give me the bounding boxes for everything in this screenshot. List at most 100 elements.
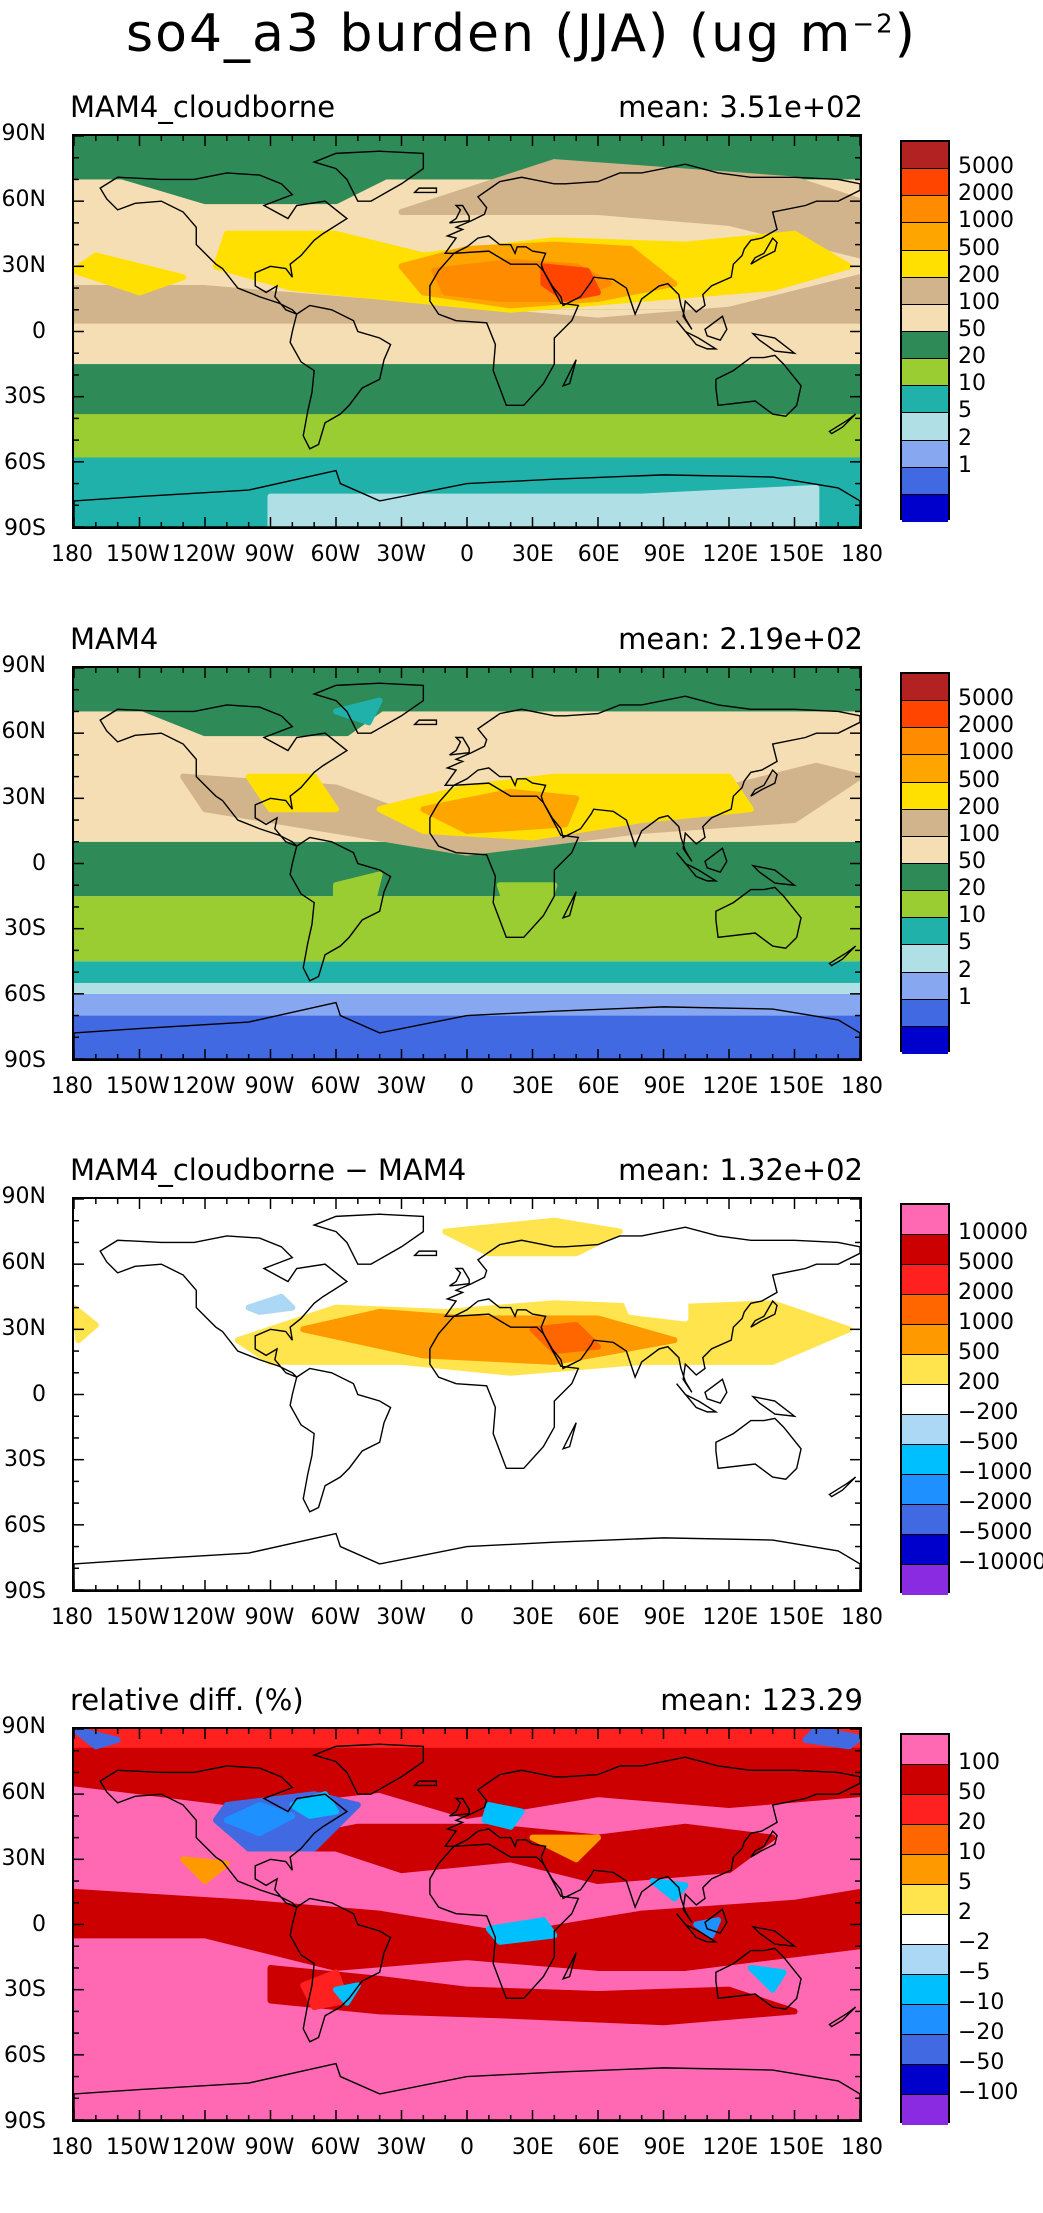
colorbar-label: 500 [958,767,1000,793]
lon-tick-label: 60E [577,1074,620,1099]
map-panel: MAM4_cloudborne mean: 3.51e+02 90N 60N 30N 0 3… [0,90,1043,620]
colorbar-swatch [902,1355,948,1385]
coastline [99,172,349,315]
colorbar-label: 5 [958,1870,972,1895]
colorbar-swatch [902,2065,948,2095]
colorbar-label: −10000 [958,1550,1043,1575]
colorbar-label: 500 [958,1340,1000,1365]
lon-tick-label: 90E [643,1074,686,1099]
colorbar-label: −50 [958,2050,1005,2075]
lon-tick-label: 60E [577,2135,620,2160]
colorbar-swatch [902,223,948,251]
colorbar-swatch [902,728,948,756]
lat-tick-label: 30S [4,1447,46,1473]
field-band [74,1199,860,1590]
coastline [443,695,860,862]
colorbar [900,140,950,522]
coastline [750,1395,797,1418]
coastline [429,1843,580,2000]
lon-tick-label: 90E [643,2135,686,2160]
colorbar-swatch [902,1475,948,1505]
colorbar [900,1203,950,1595]
colorbar-swatch [902,1026,948,1054]
colorbar-swatch [902,972,948,1000]
coastline [750,1299,778,1328]
colorbar-label: 200 [958,262,1000,288]
colorbar [900,672,950,1054]
coastline [312,682,425,734]
coastline [449,204,470,224]
colorbar-label: −5000 [958,1520,1033,1545]
colorbar-swatch [902,413,948,441]
lat-tick-label: 90S [4,1579,46,1604]
map-field [74,1729,860,2120]
colorbar-swatch [902,1265,948,1295]
field-region [529,1834,601,1863]
coastline [750,332,797,355]
lon-tick-label: 120W [171,1074,236,1099]
colorbar-label: 1000 [958,740,1014,766]
colorbar-swatch [902,2095,948,2125]
colorbar-label: 100 [958,289,1000,315]
colorbar-label: 2000 [958,713,1014,739]
field-region [481,1802,525,1830]
map-panel: MAM4_cloudborne − MAM4 mean: 1.32e+02 90N 6… [0,1153,1043,1683]
coastline [750,1925,797,1948]
map-field [74,1199,860,1590]
colorbar-label: −20 [958,2020,1005,2045]
coastline [429,1313,580,1470]
coastline [704,315,728,342]
lat-tick-label: 30S [4,384,46,410]
coastline [312,1743,425,1795]
field-region [74,274,860,324]
coastline [74,1001,860,1059]
lon-tick-label: 180 [51,542,93,567]
panel-title: MAM4_cloudborne − MAM4 [70,1153,467,1187]
coastline [715,1947,802,2010]
colorbar-swatch [902,1735,948,1765]
map-plot-area [72,134,862,529]
coastline [750,864,797,887]
coastline [412,719,438,726]
lon-tick-label: 30W [376,542,427,567]
colorbar-label: 100 [958,1750,1000,1775]
coastline [704,1908,728,1935]
coastline [289,1897,392,2043]
coastline [828,413,857,435]
lon-tick-label: 150W [105,1605,170,1630]
field-region [333,697,383,726]
lat-tick-label: 30N [1,252,46,278]
coastline [561,1422,577,1451]
lon-tick-label: 60E [577,542,620,567]
map-plot-area [72,1727,862,2122]
field-region [802,1729,860,1750]
colorbar-swatch [902,1445,948,1475]
colorbar-label: −5 [958,1960,991,1985]
lon-tick-label: 150W [105,1074,170,1099]
colorbar-label: 5000 [958,154,1014,180]
coastline [412,187,438,194]
coastline [676,852,719,882]
lon-tick-label: 0 [460,2135,474,2160]
field-region [267,484,820,527]
lon-tick-label: 30W [376,1605,427,1630]
coastline [704,847,728,874]
colorbar-label: 50 [958,849,986,874]
coastline [449,1797,470,1817]
lon-tick-label: 150E [768,2135,825,2160]
colorbar-swatch [902,1765,948,1795]
panel-title: MAM4_cloudborne [70,90,336,124]
coastline [412,1250,438,1257]
lat-tick-label: 0 [32,1381,46,1407]
coastline [312,150,425,202]
lat-tick-label: 60S [4,982,46,1008]
figure-title: so4_a3 burden (JJA) (ug m−2) [126,4,917,64]
lat-tick-label: 90N [1,121,46,146]
colorbar-swatch [902,674,948,702]
coastline [676,1383,719,1413]
colorbar-swatch [902,1205,948,1235]
field-region [245,1293,296,1315]
map-panel: MAM4 mean: 2.19e+02 90N 60N 30N 0 30S 60S 90S 180… [0,622,1043,1152]
colorbar-swatch [902,331,948,360]
colorbar-label: −2000 [958,1490,1033,1515]
